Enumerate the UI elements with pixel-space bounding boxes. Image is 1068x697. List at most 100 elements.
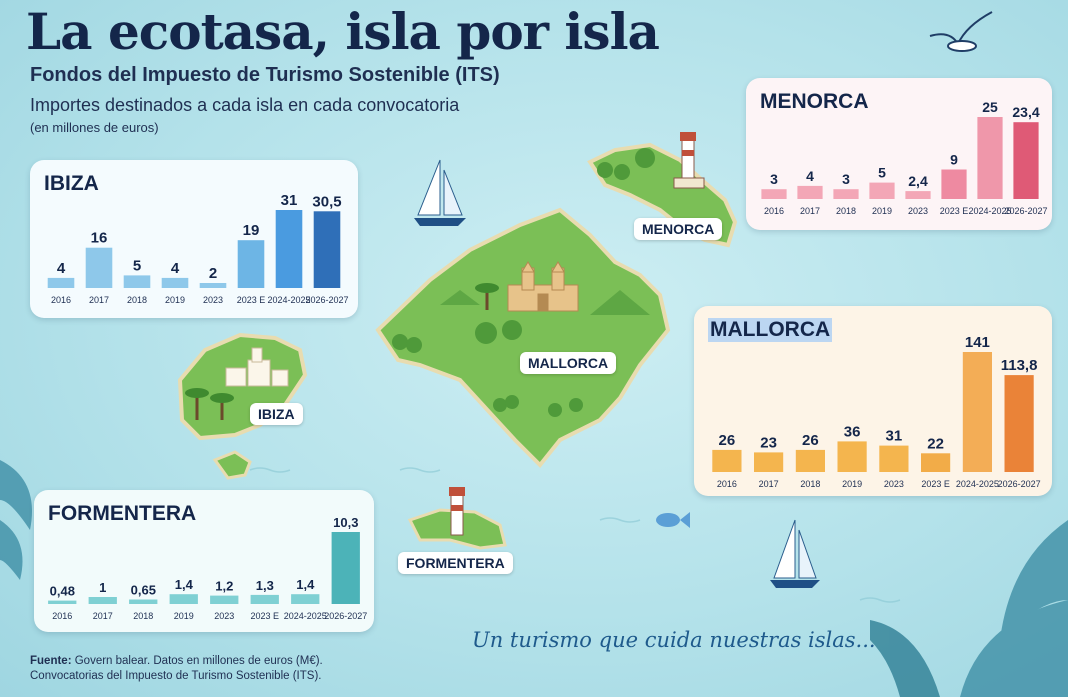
- bar-2024-2025: [962, 352, 992, 472]
- seagull-icon: [929, 11, 993, 52]
- bar-2018: [129, 599, 158, 604]
- value-label: 4: [171, 260, 180, 277]
- bar-2023: [879, 445, 909, 472]
- bar-2026-2027: [331, 532, 360, 604]
- value-label: 141: [965, 334, 990, 351]
- bar-2026-2027: [313, 211, 341, 288]
- value-label: 36: [844, 423, 861, 440]
- bar-2016: [761, 189, 787, 199]
- bar-2023-E: [237, 240, 265, 288]
- footer-source-text: Govern balear. Datos en millones de euro…: [74, 655, 323, 667]
- tick-label: 2017: [800, 206, 820, 216]
- bar-2019: [837, 441, 867, 472]
- value-label: 26: [719, 432, 736, 449]
- value-label: 9: [950, 152, 958, 168]
- value-label: 16: [91, 230, 108, 247]
- value-label: 10,3: [333, 515, 358, 530]
- units-note: (en millones de euros): [30, 120, 159, 135]
- bar-2024-2025: [977, 117, 1003, 199]
- bar-2018: [123, 275, 151, 288]
- subtitle-secondary: Importes destinados a cada isla en cada …: [30, 95, 460, 115]
- value-label: 4: [806, 168, 814, 184]
- formentera-chart-card: FORMENTERA 0,48 2016 1 2017 0,65 2018 1,4 2019 1…: [34, 490, 374, 632]
- tick-label: 2018: [800, 479, 820, 489]
- value-label: 0,65: [131, 583, 156, 598]
- fish-icon: [656, 512, 690, 528]
- value-label: 0,48: [50, 584, 75, 599]
- lighthouse-icon: [673, 132, 705, 189]
- bar-2024-2025: [291, 594, 320, 604]
- menorca-chart-card: MENORCA 3 2016 4 2017 3 2018 5 2019 2,4 2023 9 2023…: [746, 78, 1052, 230]
- value-label: 2: [209, 265, 217, 282]
- tick-label: 2019: [842, 479, 862, 489]
- bar-2016: [48, 600, 77, 604]
- tick-label: 2023 E: [921, 479, 950, 489]
- bar-2019: [161, 277, 189, 288]
- formentera-island: [212, 450, 252, 480]
- value-label: 1,2: [215, 579, 233, 594]
- bar-2023-E: [250, 594, 279, 604]
- tick-label: 2023: [214, 611, 234, 621]
- value-label: 22: [927, 435, 944, 452]
- value-label: 2,4: [908, 173, 928, 189]
- tick-label: 2016: [51, 295, 71, 305]
- tick-label: 2026-2027: [998, 479, 1041, 489]
- value-label: 26: [802, 432, 819, 449]
- tick-label: 2024-2025: [284, 611, 327, 621]
- tick-label: 2026-2027: [1004, 206, 1047, 216]
- tick-label: 2018: [133, 611, 153, 621]
- value-label: 19: [243, 222, 260, 239]
- mallorca-chart-title: MALLORCA: [708, 318, 833, 342]
- value-label: 1,3: [256, 578, 274, 593]
- value-label: 5: [878, 165, 886, 181]
- map-label-menorca: MENORCA: [634, 218, 723, 240]
- tick-label: 2024-2025: [956, 479, 999, 489]
- tick-label: 2023: [908, 206, 928, 216]
- tick-label: 2019: [872, 206, 892, 216]
- formentera-chart-title: FORMENTERA: [48, 502, 197, 525]
- tagline: Un turismo que cuida nuestras islas...: [472, 628, 876, 652]
- tick-label: 2019: [165, 295, 185, 305]
- subtitle: Fondos del Impuesto de Turismo Sostenibl…: [30, 64, 500, 86]
- tick-label: 2026-2027: [305, 295, 348, 305]
- tick-label: 2023: [203, 295, 223, 305]
- ibiza-bar-chart: 4 2016 16 2017 5 2018 4 2019 2 2023 19 2023 E 31 2024…: [47, 192, 349, 305]
- tick-label: 2023 E: [940, 206, 969, 216]
- ibiza-chart-title: IBIZA: [44, 172, 99, 195]
- bar-2017: [797, 185, 823, 199]
- map-label-ibiza: IBIZA: [250, 403, 303, 425]
- bar-2019: [169, 594, 198, 604]
- tick-label: 2018: [836, 206, 856, 216]
- value-label: 3: [842, 171, 850, 187]
- bar-2018: [833, 189, 859, 199]
- bar-2026-2027: [1013, 122, 1039, 199]
- value-label: 23,4: [1012, 104, 1039, 120]
- tick-label: 2016: [52, 611, 72, 621]
- sailboat-icon-2: [770, 519, 820, 588]
- bar-2018: [795, 449, 825, 472]
- sailboat-icon: [414, 159, 466, 226]
- map-label-formentera: FORMENTERA: [398, 552, 513, 574]
- value-label: 1: [99, 580, 106, 595]
- tick-label: 2017: [89, 295, 109, 305]
- bar-2017: [85, 247, 113, 288]
- tick-label: 2018: [127, 295, 147, 305]
- cathedral-icon: [507, 261, 579, 312]
- bar-2017: [754, 452, 784, 472]
- bar-2016: [712, 449, 742, 472]
- formentera-bar-chart: 0,48 2016 1 2017 0,65 2018 1,4 2019 1,2 2023 1,3 20…: [48, 515, 367, 621]
- value-label: 31: [886, 428, 903, 445]
- tick-label: 2017: [93, 611, 113, 621]
- map-label-mallorca: MALLORCA: [520, 352, 617, 374]
- tick-label: 2017: [759, 479, 779, 489]
- bar-2023-E: [921, 453, 951, 472]
- tick-label: 2023: [884, 479, 904, 489]
- page-title: La ecotasa, isla por isla: [26, 2, 660, 61]
- value-label: 25: [982, 99, 998, 115]
- value-label: 30,5: [312, 193, 341, 210]
- bar-2016: [47, 277, 75, 288]
- footer-line2: Convocatorias del Impuesto de Turismo So…: [30, 670, 322, 682]
- tick-label: 2019: [174, 611, 194, 621]
- menorca-bar-chart: 3 2016 4 2017 3 2018 5 2019 2,4 2023 9 2023 E 25 2024…: [761, 99, 1048, 216]
- tick-label: 2024-2025: [267, 295, 310, 305]
